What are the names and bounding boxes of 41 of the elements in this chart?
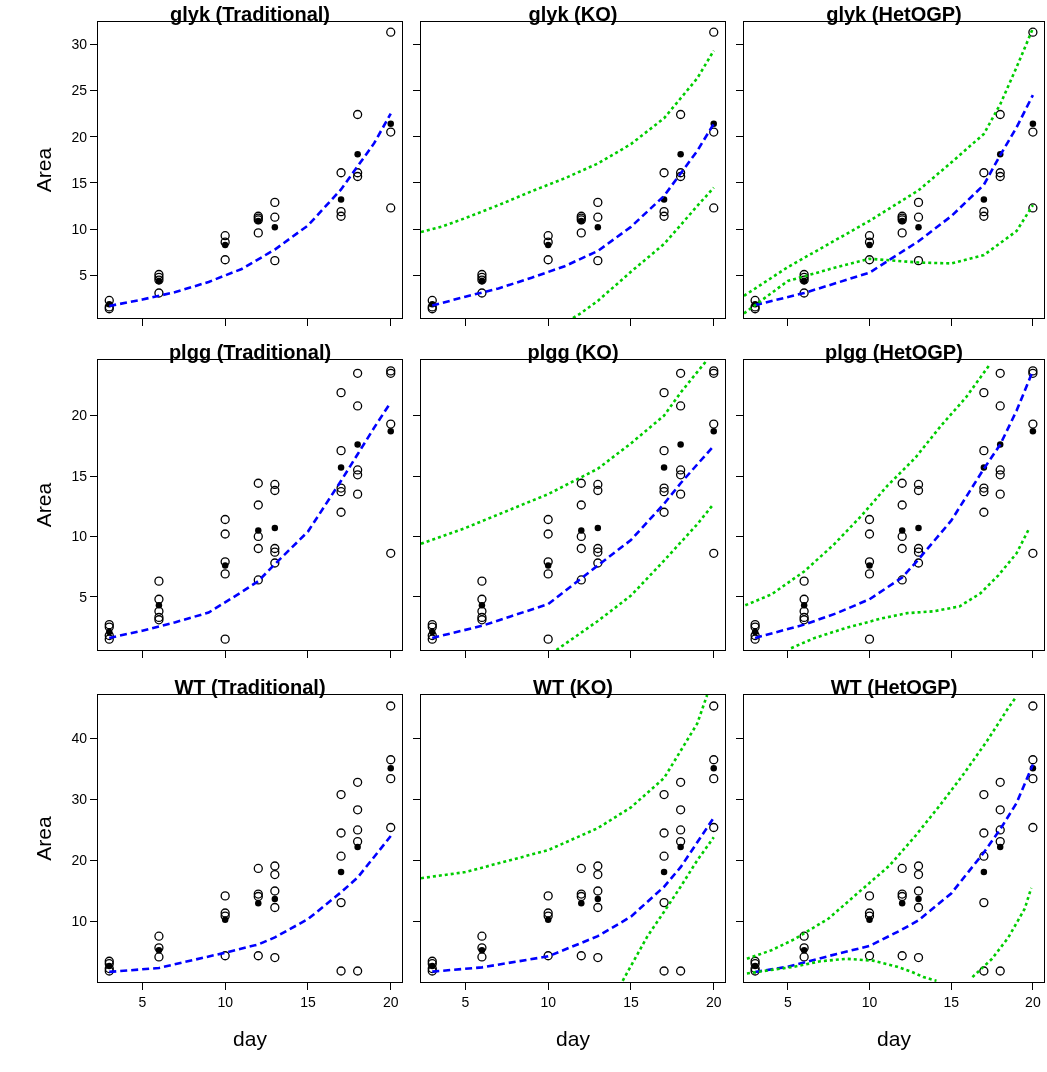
y-tick-label: 30 xyxy=(71,36,88,53)
y-tick-label: 20 xyxy=(71,407,88,424)
x-axis-title: day xyxy=(877,1027,912,1051)
x-axis-title: day xyxy=(556,1027,591,1051)
y-tick-label: 10 xyxy=(71,913,88,930)
y-axis-title: Area xyxy=(31,147,55,193)
y-tick-label: 5 xyxy=(79,267,88,284)
x-tick-label: 10 xyxy=(217,994,234,1010)
x-tick-label: 15 xyxy=(943,994,960,1010)
y-tick-label: 15 xyxy=(71,467,88,484)
y-tick-label: 20 xyxy=(71,128,88,145)
y-tick-label: 25 xyxy=(71,82,88,99)
x-tick-label: 15 xyxy=(300,994,316,1010)
x-tick-label: 10 xyxy=(540,994,557,1010)
chart-title: glyk (KO) xyxy=(528,3,618,25)
x-tick-label: 20 xyxy=(382,994,399,1010)
y-tick-label: 40 xyxy=(71,730,88,747)
x-tick-label: 5 xyxy=(461,994,470,1010)
y-tick-label: 30 xyxy=(71,791,88,808)
chart-title: WT (KO) xyxy=(533,676,613,698)
y-tick-label: 15 xyxy=(71,174,88,191)
chart-title: plgg (Traditional) xyxy=(168,341,332,363)
chart-title: glyk (Traditional) xyxy=(169,3,331,25)
x-tick-label: 20 xyxy=(705,994,722,1010)
y-tick-label: 10 xyxy=(71,221,88,238)
x-tick-label: 5 xyxy=(783,994,792,1010)
chart-title: WT (Traditional) xyxy=(174,676,326,698)
x-tick-label: 5 xyxy=(138,994,147,1010)
x-tick-label: 10 xyxy=(861,994,878,1010)
chart-title: WT (HetOGP) xyxy=(830,676,958,698)
chart-title: glyk (HetOGP) xyxy=(826,3,962,25)
y-tick-label: 20 xyxy=(71,852,88,869)
x-tick-label: 15 xyxy=(623,994,639,1010)
chart-title: plgg (HetOGP) xyxy=(825,341,963,363)
y-tick-label: 5 xyxy=(79,588,88,605)
x-axis-title: day xyxy=(233,1027,268,1051)
y-axis-title: Area xyxy=(31,816,55,861)
x-tick-label: 20 xyxy=(1025,994,1041,1010)
chart-title: plgg (KO) xyxy=(527,341,619,363)
y-tick-label: 10 xyxy=(71,528,88,545)
y-axis-title: Area xyxy=(31,482,55,528)
